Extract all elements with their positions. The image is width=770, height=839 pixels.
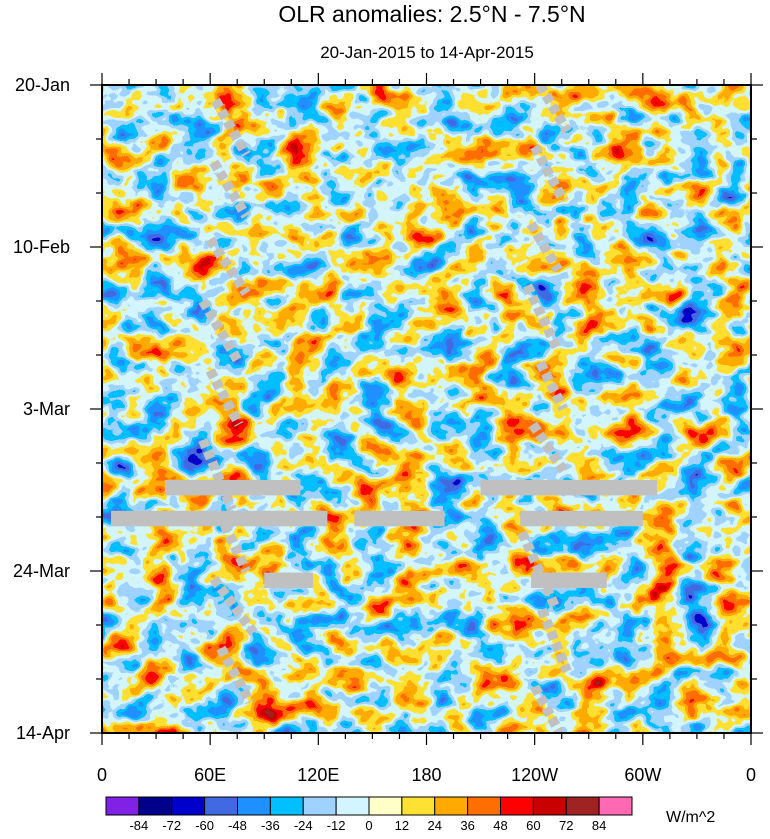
colorbar-level-label: 48 [493,818,507,833]
y-tick-label: 24-Mar [13,561,70,581]
colorbar-swatch [335,796,370,816]
colorbar-level-label: -24 [294,818,313,833]
missing-data-streak [528,421,568,474]
x-tick-label: 60W [624,765,661,785]
colorbar-swatch [434,796,469,816]
colorbar-swatch [598,796,633,816]
y-tick-label: 10-Feb [13,237,70,257]
missing-data-streak [209,159,251,219]
missing-data-band [531,572,607,588]
missing-data-band [354,510,445,527]
missing-data-layer [111,85,658,733]
colorbar-level-label: -60 [195,818,214,833]
missing-data-band [480,479,658,496]
missing-data-streak [526,221,563,273]
y-tick-label: 14-Apr [16,723,70,743]
colorbar-level-label: 0 [365,818,372,833]
colorbar-units: W/m^2 [666,809,715,826]
y-axis: 20-Jan 10-Feb 3-Mar 24-Mar 14-Apr [13,75,763,743]
colorbar-swatch [138,796,173,816]
colorbar-swatch [269,796,304,816]
heatmap-field [102,85,751,733]
colorbar-swatch [565,796,600,816]
colorbar-level-label: 60 [526,818,540,833]
chart-title: OLR anomalies: 2.5°N - 7.5°N [278,1,585,27]
missing-data-streak [530,684,565,733]
colorbar-swatch [500,796,534,816]
missing-data-streak [209,575,258,636]
missing-data-band [111,510,328,527]
x-tick-label: 60E [194,765,226,785]
missing-data-band [520,510,643,527]
colorbar-swatch [204,796,238,816]
colorbar-swatch [105,796,140,816]
missing-data-streak [198,437,237,512]
missing-data-band [264,572,313,588]
colorbar-swatch [237,796,271,816]
colorbar-level-label: -36 [261,818,280,833]
missing-data-band [165,479,301,496]
x-tick-label: 0 [97,765,107,785]
missing-data-streak [216,645,255,705]
x-tick-label: 120W [511,765,558,785]
y-tick-label: 20-Jan [15,75,70,95]
colorbar-level-label: -72 [162,818,181,833]
missing-data-streak [535,360,568,412]
missing-data-streak [535,85,572,134]
colorbar-swatch [171,796,206,816]
missing-data-streak [220,522,251,574]
colorbar: -84 -72 -60 -48 -36 -24 -12 0 12 24 36 48 60 72 84 [105,796,633,833]
chart-subtitle: 20-Jan-2015 to 14-Apr-2015 [320,43,534,62]
colorbar-level-label: -84 [129,818,148,833]
colorbar-level-label: 72 [559,818,573,833]
colorbar-swatch [532,796,567,816]
missing-data-streak [206,236,251,297]
colorbar-swatch [302,796,337,816]
colorbar-level-label: 24 [428,818,442,833]
colorbar-level-label: 36 [460,818,474,833]
colorbar-level-label: 12 [395,818,409,833]
x-tick-label: 180 [411,765,441,785]
colorbar-level-label: -48 [228,818,247,833]
missing-data-streak [517,530,561,612]
x-tick-label: 120E [297,765,339,785]
colorbar-swatch [467,796,501,816]
y-tick-label: 3-Mar [23,399,70,419]
colorbar-swatch [368,796,403,816]
missing-data-streak [537,607,572,674]
missing-data-streak [211,97,251,157]
missing-data-streak [530,144,568,204]
x-tick-label: 0 [746,765,756,785]
missing-data-streak [205,368,244,427]
colorbar-level-label: 84 [592,818,606,833]
colorbar-level-label: -12 [327,818,346,833]
heatmap-contours [102,85,751,733]
colorbar-swatch [401,796,436,816]
x-axis: 0 60E 120E 180 120W 60W 0 [97,73,756,785]
